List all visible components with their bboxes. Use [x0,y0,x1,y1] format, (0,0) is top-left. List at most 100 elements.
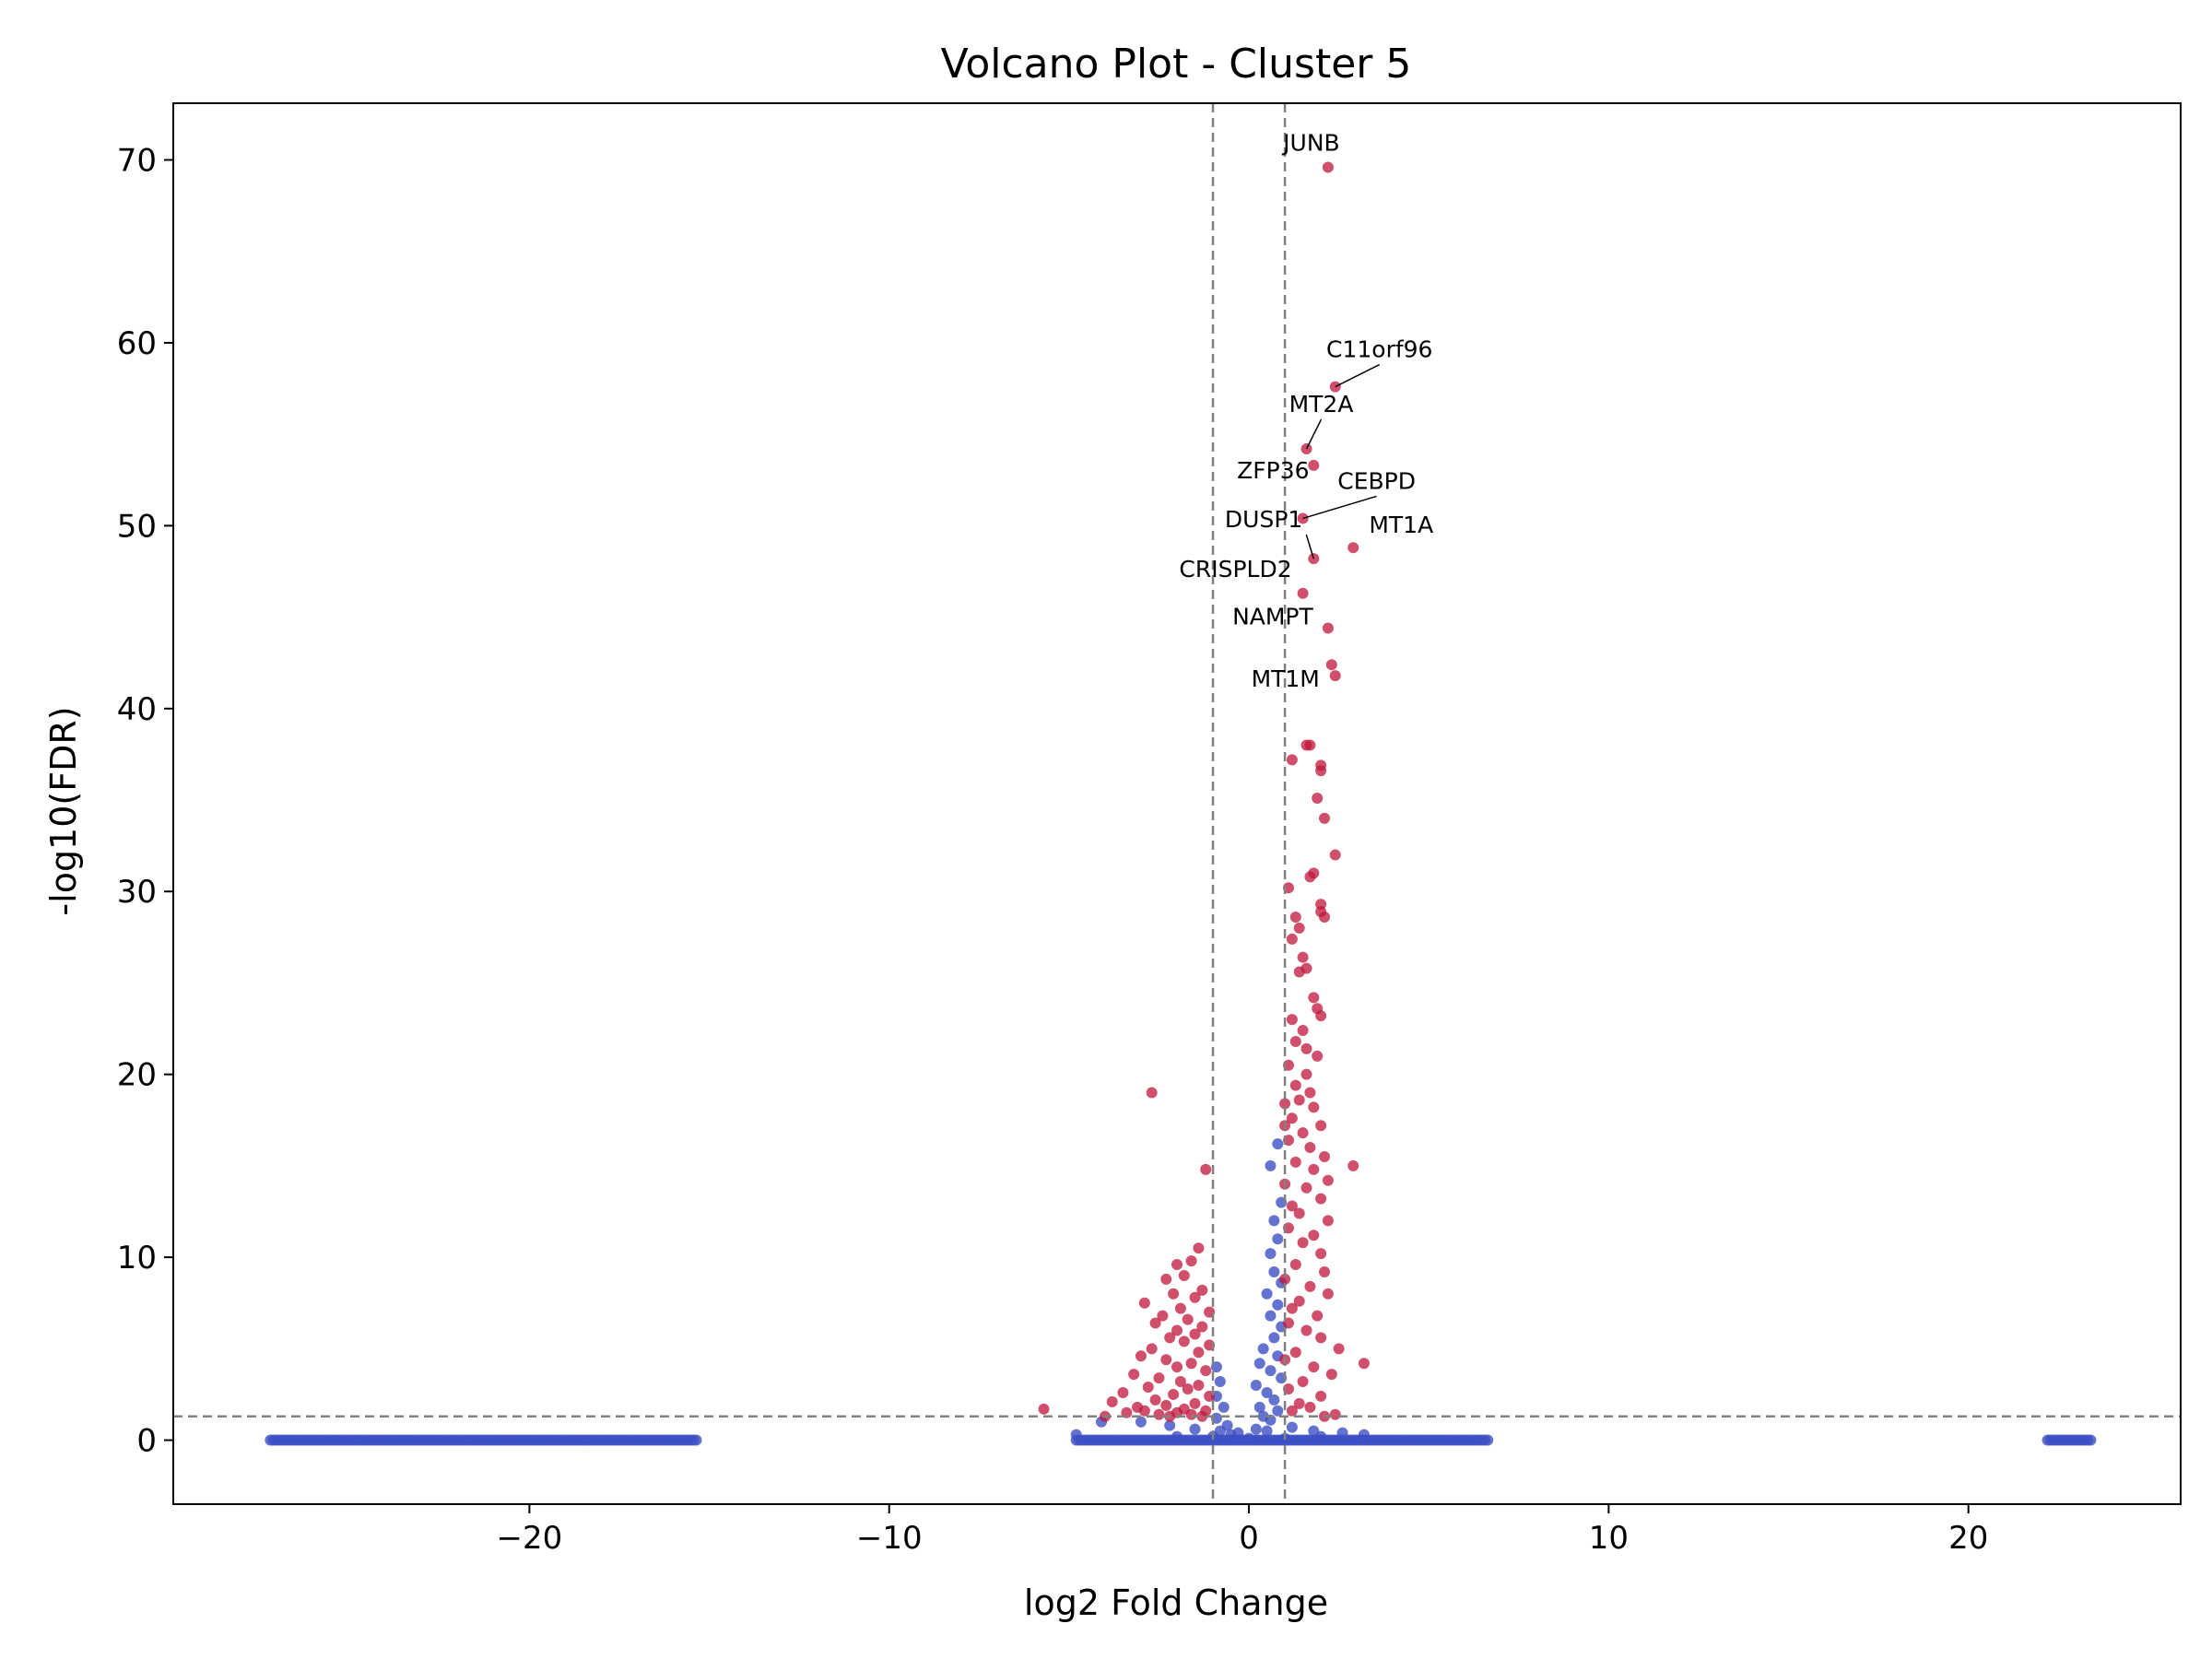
data-point-significant [1300,1182,1312,1194]
data-point-significant [1286,1200,1298,1212]
data-point-significant [1193,1380,1205,1392]
data-point-significant [1138,1405,1150,1417]
data-point-not-significant [1250,1380,1262,1392]
data-point-significant [1293,1295,1305,1307]
data-point-significant [1297,1025,1309,1037]
data-point-significant [1312,1310,1324,1322]
data-point-significant [1171,1259,1182,1271]
data-point-significant [1289,1259,1301,1271]
data-point-not-significant [1164,1419,1176,1431]
gene-label: CRISPLD2 [1179,556,1291,582]
data-point-not-significant [1232,1427,1244,1439]
data-point-not-significant [1268,1265,1280,1277]
data-point-significant [1293,1094,1305,1106]
data-point-significant [1185,1255,1197,1267]
y-tick-label: 20 [117,1057,157,1094]
data-point-not-significant [1482,1434,1494,1446]
data-point-significant [1128,1369,1140,1381]
data-point-not-significant [690,1434,702,1446]
data-point-significant [1200,1365,1212,1377]
data-point-significant [1315,1332,1327,1344]
data-point-not-significant [1268,1394,1280,1406]
data-point-significant [1325,1369,1337,1381]
data-point-significant [1189,1328,1201,1340]
data-point-not-significant [1265,1248,1277,1260]
data-point-not-significant [1315,1430,1327,1442]
data-point-significant [1289,912,1301,924]
data-point-significant [1178,1335,1190,1347]
data-point-not-significant [1214,1376,1226,1388]
data-point-significant [1286,1112,1298,1124]
data-point-significant [1322,1215,1334,1227]
data-point-significant [1293,922,1305,934]
data-point-significant [1308,459,1320,471]
data-point-significant [1193,1347,1205,1359]
data-point-not-significant [1070,1429,1082,1441]
data-point-significant [1333,1343,1345,1355]
data-point-significant [1182,1313,1194,1325]
data-point-significant [1319,912,1331,924]
data-point-significant [1286,1014,1298,1026]
gene-label: ZFP36 [1237,457,1309,484]
data-point-significant [1308,1163,1320,1175]
data-point-not-significant [1253,1401,1265,1413]
data-point-significant [1293,1397,1305,1409]
data-point-significant [1297,1237,1309,1249]
data-point-significant [1196,1410,1208,1422]
data-point-not-significant [1358,1429,1370,1441]
data-point-not-significant [1250,1423,1262,1435]
data-point-significant [1304,871,1316,883]
data-point-significant [1279,1098,1291,1110]
data-point-significant [1304,1280,1316,1292]
gene-label-leader-line [1302,495,1377,520]
data-point-significant [1312,1050,1324,1062]
data-point-significant [1289,1347,1301,1359]
data-point-significant [1325,659,1337,671]
plot-frame [172,102,2182,1505]
gene-label-leader-line [1305,534,1315,559]
gene-label: MT1A [1369,512,1433,538]
data-point-significant [1153,1408,1165,1420]
data-point-significant [1289,1035,1301,1047]
data-point-not-significant [1261,1386,1273,1398]
x-tick-label: 10 [1589,1520,1629,1557]
data-point-significant [1297,587,1309,599]
data-point-significant [1319,812,1331,824]
x-tick-label: 20 [1948,1520,1988,1557]
data-point-significant [1117,1386,1129,1398]
data-point-significant [1189,1291,1201,1303]
data-point-significant [1160,1273,1172,1285]
data-point-not-significant [1265,1159,1277,1171]
data-point-significant [1308,1361,1320,1373]
data-point-significant [1300,1068,1312,1080]
data-point-significant [1347,1159,1359,1171]
data-point-significant [1196,1321,1208,1333]
data-point-not-significant [1336,1427,1348,1439]
data-point-not-significant [1189,1423,1201,1435]
data-point-significant [1142,1382,1154,1394]
data-point-significant [1149,1317,1161,1329]
data-point-not-significant [1268,1215,1280,1227]
data-point-significant [1315,1248,1327,1260]
data-point-significant [1286,754,1298,766]
data-point-significant [1315,1010,1327,1022]
data-point-significant [1164,1332,1176,1344]
x-tick-label: 0 [1239,1520,1259,1557]
data-point-significant [1174,1376,1186,1388]
data-point-significant [1171,1361,1182,1373]
data-point-significant [1286,1302,1298,1314]
data-point-not-significant [1218,1401,1230,1413]
data-point-significant [1106,1395,1118,1407]
data-point-not-significant [1265,1365,1277,1377]
y-tick-label: 50 [117,508,157,545]
data-point-significant [1300,1324,1312,1336]
data-point-not-significant [1135,1416,1147,1428]
data-point-significant [1315,1193,1327,1205]
data-point-significant [1193,1242,1205,1254]
data-point-significant [1322,1288,1334,1300]
data-point-not-significant [1261,1425,1273,1437]
data-point-significant [1315,1390,1327,1402]
data-point-significant [1293,966,1305,978]
data-point-significant [1297,1127,1309,1139]
